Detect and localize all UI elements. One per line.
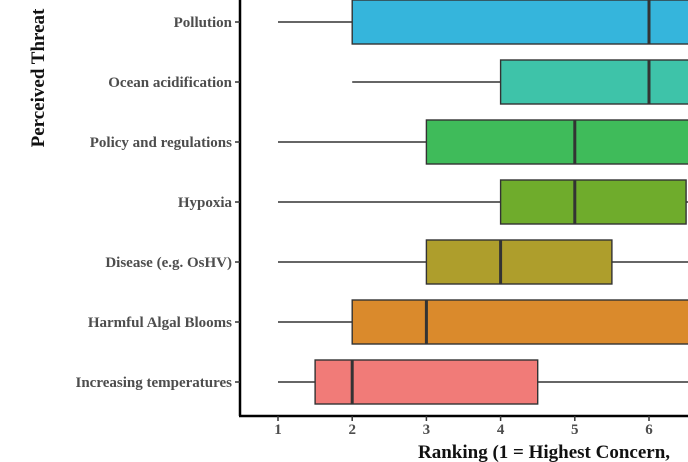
box-policy-and-regulations (278, 119, 688, 165)
category-label-disease-e-g-oshv: Disease (e.g. OsHV) (105, 255, 232, 271)
category-label-policy-and-regulations: Policy and regulations (90, 135, 232, 151)
x-tick-label-6: 6 (645, 422, 653, 438)
category-labels: Pollution Ocean acidification Policy and r… (75, 15, 240, 391)
box-pollution (278, 0, 688, 45)
box-disease-e-g-oshv (278, 239, 688, 285)
box-harmful-algal-blooms (278, 299, 688, 345)
iqr-box-disease-e-g-oshv (425, 239, 613, 285)
x-tick-label-1: 1 (274, 422, 282, 438)
x-axis-title: Ranking (1 = Highest Concern, (418, 442, 670, 462)
y-axis-title: Perceived Threat (28, 8, 49, 147)
iqr-box-harmful-algal-blooms (351, 299, 688, 345)
category-label-pollution: Pollution (174, 15, 233, 31)
x-tick-label-5: 5 (571, 422, 579, 438)
iqr-box-ocean-acidification (499, 59, 688, 105)
iqr-box-increasing-temperatures (314, 359, 539, 405)
x-tick-label-2: 2 (348, 422, 356, 438)
category-label-ocean-acidification: Ocean acidification (108, 75, 232, 91)
x-tick-labels: 1 2 3 4 5 6 (274, 416, 653, 438)
iqr-box-pollution (351, 0, 688, 45)
x-tick-label-3: 3 (423, 422, 431, 438)
box-hypoxia (278, 179, 688, 225)
category-label-hypoxia: Hypoxia (178, 195, 233, 211)
x-tick-label-4: 4 (497, 422, 505, 438)
category-label-harmful-algal-blooms: Harmful Algal Blooms (88, 315, 232, 331)
boxes-layer (278, 0, 688, 405)
box-ocean-acidification (352, 59, 688, 105)
iqr-box-policy-and-regulations (425, 119, 688, 165)
box-increasing-temperatures (278, 359, 688, 405)
iqr-box-hypoxia (499, 179, 687, 225)
category-label-increasing-temperatures: Increasing temperatures (75, 375, 232, 391)
